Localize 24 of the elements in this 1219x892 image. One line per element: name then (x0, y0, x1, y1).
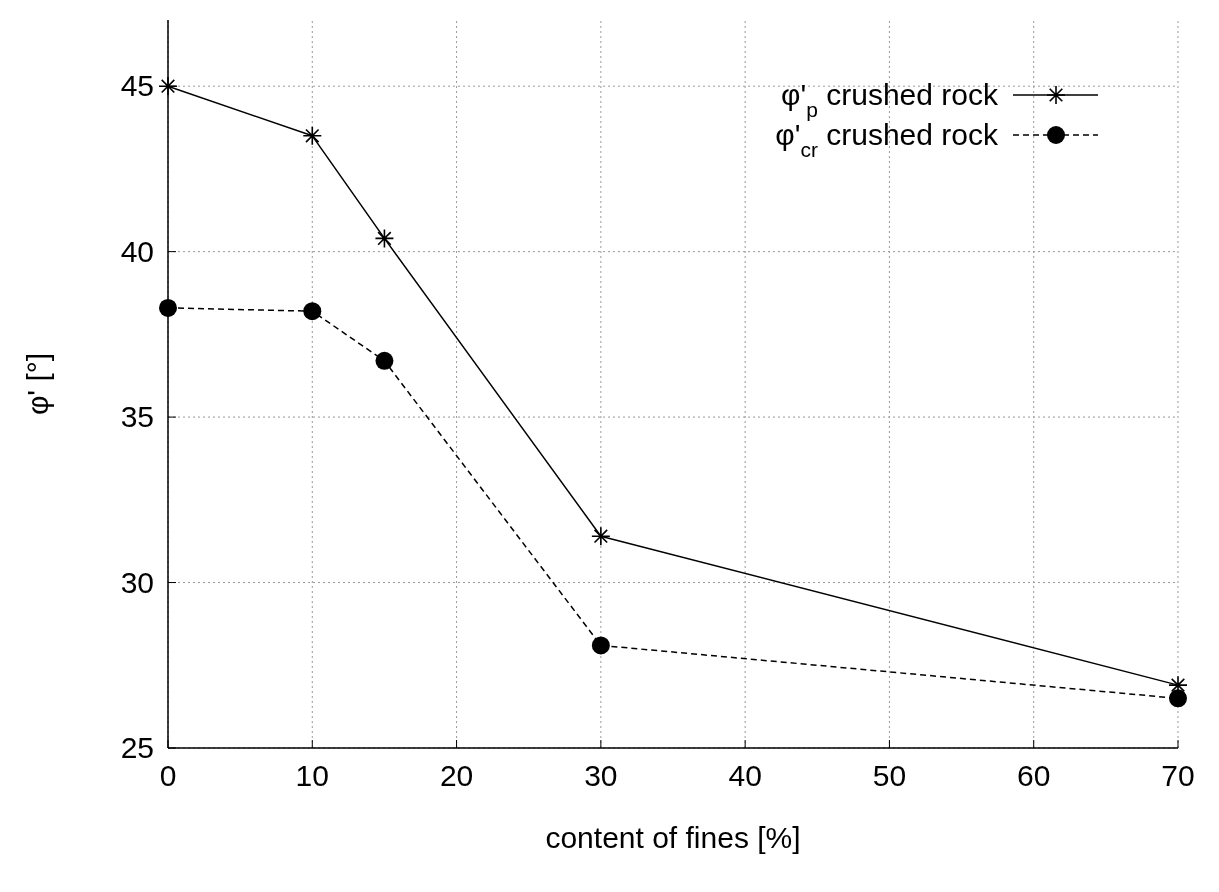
point (591, 526, 611, 547)
y-tick-label: 30 (120, 565, 154, 599)
x-tick-label: 40 (728, 759, 762, 792)
point (1169, 689, 1187, 708)
x-tick-label: 70 (1161, 759, 1195, 792)
y-tick-label: 40 (120, 234, 154, 268)
point (591, 636, 610, 655)
x-tick-label: 10 (295, 759, 329, 792)
point (375, 351, 394, 370)
x-tick-label: 0 (159, 759, 177, 792)
x-tick-label: 50 (872, 759, 907, 792)
x-axis-title: content of fines [%] (545, 821, 801, 854)
x-tick-label: 60 (1017, 759, 1051, 792)
point (303, 302, 322, 321)
y-tick-label: 35 (120, 400, 154, 434)
y-tick-label: 45 (120, 69, 154, 103)
y-tick-label: 25 (120, 731, 154, 764)
point (159, 298, 177, 317)
x-tick-label: 30 (584, 759, 618, 792)
x-tick-label: 20 (439, 759, 474, 792)
point (302, 126, 323, 146)
point (158, 76, 178, 96)
y-axis-title: φ' [°] (21, 352, 54, 416)
point (374, 228, 395, 249)
